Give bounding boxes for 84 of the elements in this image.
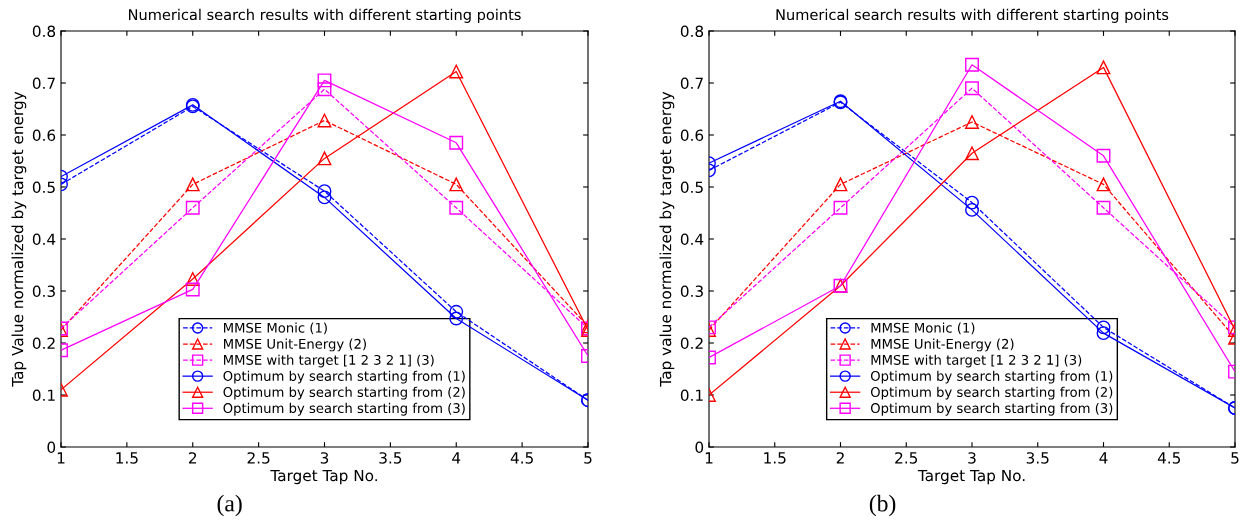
point — [317, 190, 332, 205]
point — [185, 200, 200, 215]
y-tick-label: 0 — [695, 441, 704, 454]
legend-label: Optimum by search starting from (3) — [870, 402, 1113, 416]
x-tick-label: 2 — [189, 452, 197, 464]
y-tick-label: 0.7 — [680, 77, 703, 90]
x-axis-title: Target Tap No. — [917, 469, 1025, 485]
y-tick-label: 0.8 — [32, 25, 56, 38]
point — [965, 115, 979, 129]
point — [965, 195, 979, 210]
legend-label: MMSE with target [1 2 3 2 1] (3) — [224, 354, 434, 368]
point — [449, 177, 464, 192]
x-tick-label: 2 — [836, 452, 844, 464]
y-tick-label: 0.4 — [32, 233, 56, 246]
x-tick-label: 1.5 — [116, 452, 138, 464]
x-tick-label: 4.5 — [510, 452, 533, 464]
y-tick-label: 0 — [47, 441, 56, 454]
x-axis-title: Target Tap No. — [270, 469, 377, 485]
legend-label: MMSE Unit-Energy (2) — [224, 338, 366, 352]
y-tick-label: 0.3 — [680, 285, 703, 298]
x-tick-label: 3.5 — [379, 452, 402, 464]
x-tick-label: 4 — [452, 452, 461, 464]
point — [1096, 177, 1111, 192]
point — [833, 200, 848, 215]
point — [185, 272, 200, 286]
text: (b) — [869, 494, 896, 517]
x-tick-label: 4 — [1099, 452, 1108, 464]
point — [449, 135, 464, 150]
y-tick-label: 0.6 — [680, 129, 704, 142]
point — [449, 64, 464, 79]
y-tick-label: 0.4 — [680, 233, 704, 246]
x-tick-label: 5 — [584, 452, 592, 464]
x-tick-label: 3 — [320, 452, 329, 464]
chart-title: Numerical search results with different starting points — [776, 8, 1169, 23]
x-tick-label: 1.5 — [764, 452, 786, 464]
legend-label: Optimum by search starting from (2) — [223, 386, 465, 400]
legend-label: Optimum by search starting from (1) — [223, 370, 465, 384]
point — [965, 202, 979, 217]
point — [449, 311, 464, 326]
point — [449, 200, 464, 215]
legend-label: Optimum by search starting from (3) — [223, 402, 465, 416]
x-tick-label: 2.5 — [247, 452, 270, 464]
y-tick-label: 0.8 — [680, 25, 704, 38]
legend-label: Optimum by search starting from (1) — [870, 370, 1113, 384]
y-tick-label: 0.5 — [32, 181, 55, 194]
legend-label: MMSE with target [1 2 3 2 1] (3) — [871, 354, 1082, 368]
legend-label: MMSE Monic (1) — [871, 322, 975, 335]
point — [317, 73, 332, 88]
x-tick-label: 1 — [705, 452, 713, 464]
point — [185, 282, 200, 297]
x-tick-label: 2.5 — [895, 452, 918, 464]
point — [965, 146, 979, 161]
text: (a) — [217, 494, 242, 517]
x-tick-label: 1 — [57, 452, 65, 464]
point — [1096, 320, 1111, 335]
y-axis-title: Tap Value normalized by target energy — [11, 91, 27, 387]
y-axis-title: Tap value normalized by target energy — [659, 91, 675, 387]
point — [449, 304, 464, 319]
x-tick-label: 3 — [968, 452, 976, 464]
x-tick-label: 4.5 — [1157, 452, 1181, 464]
legend-label: MMSE Monic (1) — [224, 322, 327, 335]
point — [317, 113, 332, 128]
point — [1096, 200, 1111, 215]
y-tick-label: 0.2 — [32, 337, 55, 350]
point — [317, 82, 332, 97]
legend-label: Optimum by search starting from (2) — [870, 386, 1113, 400]
point — [1096, 326, 1111, 341]
point — [1096, 60, 1111, 75]
point — [185, 177, 200, 192]
y-tick-label: 0.7 — [32, 77, 55, 90]
point — [833, 177, 848, 192]
chart-title: Numerical search results with different starting points — [129, 8, 521, 23]
y-tick-label: 0.2 — [680, 337, 703, 350]
point — [317, 151, 332, 166]
x-tick-label: 5 — [1231, 452, 1239, 464]
x-tick-label: 3.5 — [1026, 452, 1049, 464]
point — [965, 81, 979, 96]
y-tick-label: 0.6 — [32, 129, 56, 142]
y-tick-label: 0.1 — [32, 389, 55, 402]
y-tick-label: 0.3 — [32, 285, 55, 298]
y-tick-label: 0.5 — [680, 181, 703, 194]
y-tick-label: 0.1 — [680, 389, 703, 402]
point — [317, 184, 332, 199]
legend-label: MMSE Unit-Energy (2) — [871, 338, 1014, 352]
